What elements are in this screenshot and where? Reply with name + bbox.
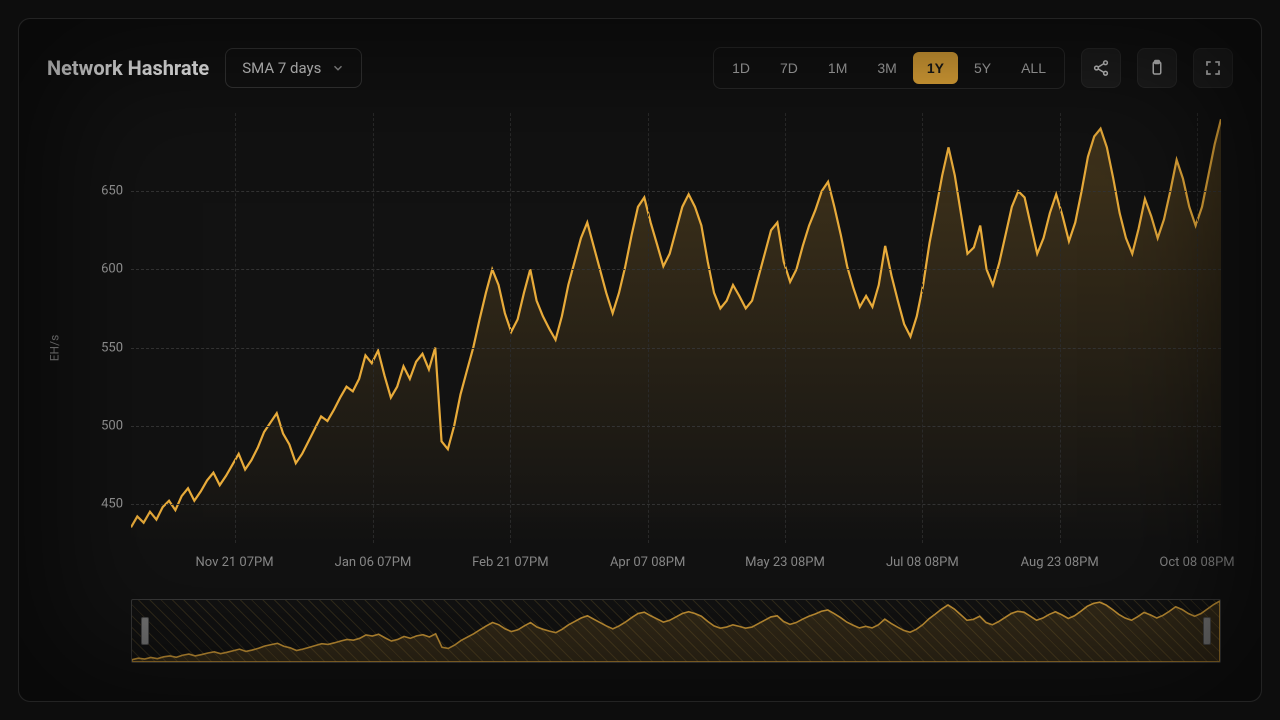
- x-tick: Jul 08 08PM: [886, 555, 959, 570]
- share-button[interactable]: [1081, 48, 1121, 88]
- grid-line-v: [648, 113, 649, 543]
- dropdown-label: SMA 7 days: [242, 59, 321, 77]
- fullscreen-button[interactable]: [1193, 48, 1233, 88]
- grid-line-v: [785, 113, 786, 543]
- y-tick: 450: [101, 496, 123, 511]
- chevron-down-icon: [331, 61, 345, 75]
- y-tick: 500: [101, 418, 123, 433]
- share-icon: [1092, 59, 1110, 77]
- y-tick: 650: [101, 184, 123, 199]
- x-tick: Apr 07 08PM: [610, 555, 685, 570]
- range-5y[interactable]: 5Y: [960, 52, 1005, 84]
- y-axis-ticks: 450 500 550 600 650: [77, 113, 123, 543]
- plot-area[interactable]: [131, 113, 1221, 543]
- x-tick: Aug 23 08PM: [1021, 555, 1099, 570]
- brush-handle-right[interactable]: [1203, 617, 1211, 645]
- grid-line-v: [1197, 113, 1198, 543]
- range-1y[interactable]: 1Y: [913, 52, 958, 84]
- x-tick: Jan 06 07PM: [335, 555, 412, 570]
- x-tick: May 23 08PM: [745, 555, 825, 570]
- line-chart-svg: [131, 113, 1221, 543]
- fullscreen-icon: [1204, 59, 1222, 77]
- range-7d[interactable]: 7D: [766, 52, 812, 84]
- clipboard-icon: [1148, 59, 1166, 77]
- x-axis-ticks: Nov 21 07PM Jan 06 07PM Feb 21 07PM Apr 07 …: [131, 547, 1221, 583]
- range-1d[interactable]: 1D: [718, 52, 764, 84]
- x-tick: Nov 21 07PM: [195, 555, 273, 570]
- sma-dropdown[interactable]: SMA 7 days: [225, 48, 362, 88]
- chart-panel: Network Hashrate SMA 7 days 1D7D1M3M1Y5Y…: [18, 18, 1262, 702]
- y-tick: 550: [101, 340, 123, 355]
- chart-title: Network Hashrate: [47, 56, 209, 80]
- x-tick: Oct 08 08PM: [1159, 555, 1234, 570]
- header: Network Hashrate SMA 7 days 1D7D1M3M1Y5Y…: [47, 47, 1233, 89]
- range-1m[interactable]: 1M: [814, 52, 861, 84]
- y-axis-label: EH/s: [47, 335, 61, 362]
- grid-line-h: [131, 269, 1221, 270]
- brush-line-svg: [132, 600, 1220, 662]
- grid-line-v: [922, 113, 923, 543]
- grid-line-h: [131, 426, 1221, 427]
- brush-selector[interactable]: [131, 599, 1221, 663]
- grid-line-v: [235, 113, 236, 543]
- clipboard-button[interactable]: [1137, 48, 1177, 88]
- range-3m[interactable]: 3M: [863, 52, 910, 84]
- grid-line-v: [510, 113, 511, 543]
- grid-line-v: [1060, 113, 1061, 543]
- grid-line-h: [131, 191, 1221, 192]
- y-tick: 600: [101, 262, 123, 277]
- grid-line-h: [131, 504, 1221, 505]
- main-chart: EH/s 450 500 550 600 650 Nov 21 07PM Jan 06 0…: [47, 113, 1233, 583]
- range-all[interactable]: ALL: [1007, 52, 1060, 84]
- grid-line-v: [373, 113, 374, 543]
- brush-handle-left[interactable]: [141, 617, 149, 645]
- grid-line-h: [131, 348, 1221, 349]
- x-tick: Feb 21 07PM: [472, 555, 548, 570]
- time-range-group: 1D7D1M3M1Y5YALL: [713, 47, 1065, 89]
